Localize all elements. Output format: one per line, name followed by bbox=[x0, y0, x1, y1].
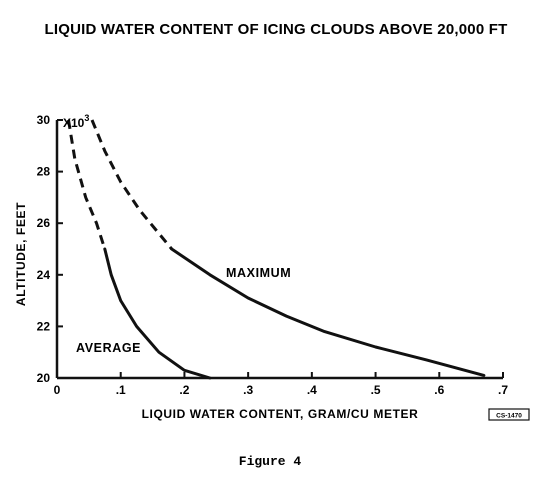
plot-area: 0 .1 .2 .3 .4 .5 .6 .7 20 22 24 26 28 30 bbox=[37, 113, 509, 397]
x-tick-label: .7 bbox=[498, 383, 508, 397]
y-tick-label: 20 bbox=[37, 371, 51, 385]
image-code: CS-1470 bbox=[496, 413, 522, 420]
image-code-box: CS-1470 bbox=[488, 408, 530, 421]
x-tick-label: .1 bbox=[116, 383, 126, 397]
y-tick-label: 22 bbox=[37, 319, 51, 333]
x-tick-label: .3 bbox=[243, 383, 253, 397]
x-tick-label: .6 bbox=[434, 383, 444, 397]
y-tick-label: 28 bbox=[37, 165, 51, 179]
y-axis-label: ALTITUDE, FEET bbox=[14, 202, 28, 306]
x-tick-label: .5 bbox=[371, 383, 381, 397]
chart-title: LIQUID WATER CONTENT OF ICING CLOUDS ABO… bbox=[45, 21, 508, 38]
x-axis-label: LIQUID WATER CONTENT, GRAM/CU METER bbox=[142, 407, 419, 421]
series-line-maximum-dashed bbox=[90, 119, 173, 250]
x-tick-label: .2 bbox=[179, 383, 189, 397]
y-tick-label: 30 bbox=[37, 113, 51, 127]
series-label-maximum: MAXIMUM bbox=[226, 266, 291, 280]
x-ticks: 0 .1 .2 .3 .4 .5 .6 .7 bbox=[54, 372, 508, 397]
y-tick-label: 26 bbox=[37, 216, 51, 230]
series-line-average-dashed bbox=[67, 119, 107, 250]
x-tick-label: .4 bbox=[307, 383, 317, 397]
series-lines bbox=[67, 119, 486, 380]
figure-caption: Figure 4 bbox=[239, 454, 302, 469]
series-line-average-solid bbox=[103, 247, 212, 380]
y-multiplier: X103 bbox=[63, 113, 89, 130]
y-ticks: 20 22 24 26 28 30 bbox=[37, 113, 63, 385]
y-tick-label: 24 bbox=[37, 268, 51, 282]
series-line-maximum-solid bbox=[170, 247, 486, 377]
series-label-average: AVERAGE bbox=[76, 341, 141, 355]
x-tick-label: 0 bbox=[54, 383, 61, 397]
